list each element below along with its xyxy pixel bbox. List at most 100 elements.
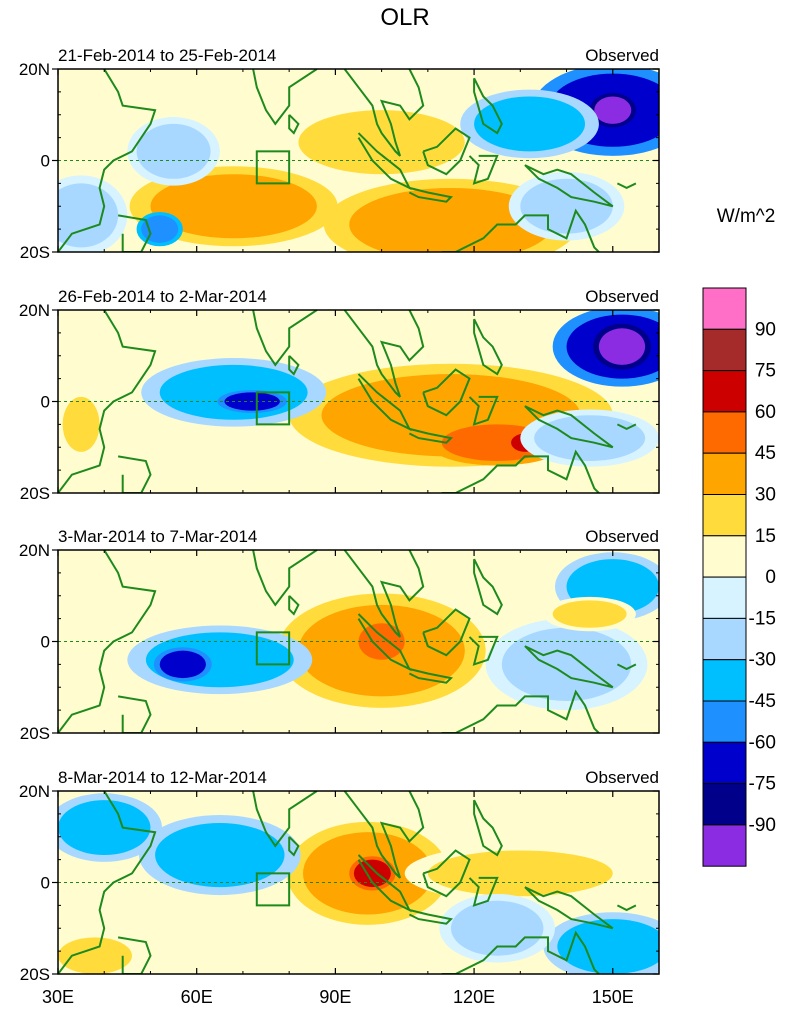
colorbar-level-label: 30 bbox=[755, 485, 776, 506]
colorbar-swatch bbox=[702, 700, 747, 743]
panel-source-label: Observed bbox=[585, 768, 659, 787]
colorbar-swatch bbox=[702, 452, 747, 496]
x-tick-label: 30E bbox=[42, 987, 74, 1007]
panel-date-range: 26-Feb-2014 to 2-Mar-2014 bbox=[58, 287, 267, 306]
coastline bbox=[441, 449, 600, 493]
x-tick-label: 90E bbox=[319, 987, 351, 1007]
anomaly-core bbox=[136, 123, 211, 179]
y-tick-label: 20S bbox=[20, 965, 50, 984]
panels-group: 20N 0 20S 21-Feb-2014 to 25-Feb-2014 Observe… bbox=[19, 46, 660, 984]
coastlines bbox=[58, 69, 637, 252]
region-box bbox=[255, 872, 291, 907]
y-tick-label: 0 bbox=[41, 152, 50, 171]
region-box bbox=[255, 631, 291, 666]
anomaly-core bbox=[62, 396, 100, 452]
anomaly-core bbox=[298, 110, 465, 175]
region-box bbox=[255, 391, 291, 426]
coastline bbox=[343, 310, 425, 398]
y-tick-label: 0 bbox=[41, 874, 50, 893]
colorbar-swatch bbox=[702, 535, 747, 578]
coastline bbox=[616, 423, 637, 431]
panel-2: 20N 0 20S 26-Feb-2014 to 2-Mar-2014 Observed bbox=[19, 287, 660, 503]
coastline bbox=[182, 69, 318, 126]
colorbar-swatch bbox=[702, 370, 747, 413]
coastline bbox=[117, 214, 152, 252]
coastline bbox=[468, 635, 499, 666]
coastline bbox=[117, 695, 152, 733]
coastline bbox=[288, 595, 300, 616]
colorbar-units: W/m^2 bbox=[717, 206, 776, 227]
colorbar-level-label: 45 bbox=[755, 443, 776, 464]
anomaly-core bbox=[594, 96, 632, 124]
coastline bbox=[441, 930, 600, 974]
x-tick-label: 120E bbox=[453, 987, 495, 1007]
anomaly-core bbox=[474, 96, 586, 152]
coastline bbox=[616, 904, 637, 912]
colorbar-swatch bbox=[702, 287, 747, 330]
coastline bbox=[441, 689, 600, 733]
coastline bbox=[117, 455, 152, 493]
y-tick-label: 20N bbox=[19, 301, 50, 320]
colorbar-swatch bbox=[702, 328, 747, 372]
region-box bbox=[255, 150, 291, 185]
y-tick-label: 20N bbox=[19, 541, 50, 560]
colorbar-swatch bbox=[702, 824, 747, 867]
anomaly-core bbox=[58, 183, 119, 248]
y-tick-label: 0 bbox=[41, 393, 50, 412]
y-tick-label: 20S bbox=[20, 724, 50, 743]
anomaly-core bbox=[552, 600, 627, 628]
coastline bbox=[288, 836, 300, 857]
coastline bbox=[616, 182, 637, 190]
panel-source-label: Observed bbox=[585, 46, 659, 65]
coastline bbox=[117, 936, 152, 974]
colorbar-swatch bbox=[702, 741, 747, 785]
colorbar-level-label: -60 bbox=[749, 732, 776, 753]
x-tick-label: 60E bbox=[181, 987, 213, 1007]
colorbar-swatch bbox=[702, 411, 747, 454]
coastline bbox=[468, 154, 499, 185]
anomaly-core bbox=[349, 187, 553, 252]
panel-4: 20N 0 20S 8-Mar-2014 to 12-Mar-2014 Observed bbox=[19, 768, 660, 984]
coastline bbox=[422, 608, 471, 657]
coastlines bbox=[58, 791, 637, 974]
panel-1: 20N 0 20S 21-Feb-2014 to 25-Feb-2014 Observe… bbox=[19, 46, 660, 262]
colorbar-level-label: 0 bbox=[765, 567, 776, 588]
colorbar-labels: 90 75 60 45 30 15 0 -15 -30 -45 -60 -75 -90 bbox=[749, 319, 776, 836]
panel-date-range: 8-Mar-2014 to 12-Mar-2014 bbox=[58, 768, 267, 787]
coastline bbox=[468, 395, 499, 426]
colorbar-boxes bbox=[702, 287, 747, 867]
coastline bbox=[343, 791, 425, 879]
anomaly-core bbox=[427, 850, 613, 897]
coastline bbox=[288, 355, 300, 376]
coastline bbox=[408, 909, 454, 925]
anomaly-field bbox=[58, 69, 659, 252]
panel-date-range: 21-Feb-2014 to 25-Feb-2014 bbox=[58, 46, 276, 65]
figure-title: OLR bbox=[380, 4, 429, 31]
coastline bbox=[473, 318, 503, 376]
x-axis: 30E 60E 90E 120E 150E bbox=[42, 987, 634, 1007]
panel-date-range: 3-Mar-2014 to 7-Mar-2014 bbox=[58, 527, 257, 546]
anomaly-core bbox=[520, 178, 613, 234]
anomaly-core bbox=[501, 627, 632, 701]
coastline bbox=[524, 164, 614, 208]
colorbar-level-label: 90 bbox=[755, 319, 776, 340]
y-tick-label: 0 bbox=[41, 633, 50, 652]
coastline bbox=[288, 114, 300, 135]
anomaly-core bbox=[141, 215, 179, 243]
coastline bbox=[182, 791, 318, 848]
coastlines bbox=[58, 550, 637, 733]
x-tick-label: 150E bbox=[592, 987, 634, 1007]
coastline bbox=[408, 427, 454, 444]
panel-source-label: Observed bbox=[585, 527, 659, 546]
anomaly-core bbox=[58, 800, 151, 856]
colorbar-level-label: 15 bbox=[755, 526, 776, 547]
coastlines bbox=[58, 310, 637, 493]
coastline bbox=[182, 310, 318, 367]
coastline bbox=[408, 186, 454, 203]
anomaly-core bbox=[58, 937, 132, 974]
colorbar-swatch bbox=[702, 494, 747, 537]
anomaly-core bbox=[150, 174, 317, 239]
y-tick-label: 20S bbox=[20, 243, 50, 262]
colorbar-swatch bbox=[702, 617, 747, 661]
